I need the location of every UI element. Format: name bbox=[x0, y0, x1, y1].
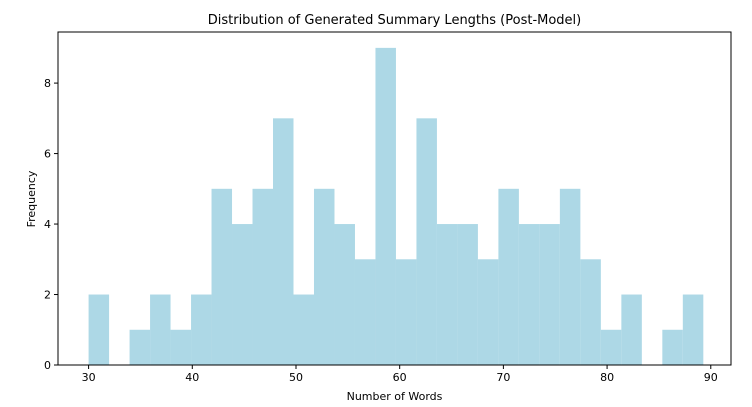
histogram-bar bbox=[334, 224, 355, 365]
x-axis-ticks: 30 40 50 60 70 80 90 bbox=[82, 365, 718, 384]
histogram-bar bbox=[273, 118, 294, 365]
y-tick-label: 8 bbox=[44, 77, 51, 90]
bars-group bbox=[88, 47, 704, 365]
histogram-bar bbox=[354, 259, 376, 365]
histogram-bar bbox=[150, 294, 171, 365]
y-tick-label: 0 bbox=[44, 359, 51, 372]
histogram-bar bbox=[457, 224, 478, 365]
histogram-bar bbox=[416, 118, 437, 365]
histogram-bar bbox=[539, 224, 560, 365]
histogram-bar bbox=[232, 224, 253, 365]
histogram-bar bbox=[621, 294, 642, 365]
histogram-bar bbox=[518, 224, 540, 365]
histogram-bar bbox=[211, 188, 233, 365]
y-axis-ticks: 0 2 4 6 8 bbox=[44, 77, 58, 372]
y-tick-label: 4 bbox=[44, 218, 51, 231]
histogram-bar bbox=[375, 47, 396, 365]
y-tick-label: 6 bbox=[44, 148, 51, 161]
x-axis-label: Number of Words bbox=[347, 390, 443, 403]
histogram-bar bbox=[170, 329, 192, 365]
histogram-bar bbox=[313, 188, 335, 365]
histogram-bar bbox=[395, 259, 417, 365]
histogram-bar bbox=[252, 188, 274, 365]
y-axis-label: Frequency bbox=[25, 170, 38, 227]
x-tick-label: 50 bbox=[289, 371, 303, 384]
x-tick-label: 80 bbox=[600, 371, 614, 384]
histogram-bar bbox=[498, 188, 519, 365]
histogram-bar bbox=[662, 329, 683, 365]
y-tick-label: 2 bbox=[44, 289, 51, 302]
plot-frame bbox=[57, 31, 732, 366]
x-tick-label: 40 bbox=[185, 371, 199, 384]
histogram-bar bbox=[88, 294, 110, 365]
x-tick-label: 60 bbox=[393, 371, 407, 384]
histogram-bar bbox=[682, 294, 704, 365]
chart-title: Distribution of Generated Summary Length… bbox=[208, 13, 582, 28]
histogram-bar bbox=[580, 259, 601, 365]
x-tick-label: 30 bbox=[82, 371, 96, 384]
histogram-bar bbox=[191, 294, 212, 365]
histogram-bar bbox=[477, 259, 499, 365]
histogram-bar bbox=[129, 329, 151, 365]
x-tick-label: 90 bbox=[704, 371, 718, 384]
histogram-bar bbox=[600, 329, 622, 365]
histogram-bar bbox=[436, 224, 458, 365]
histogram-bar bbox=[293, 294, 314, 365]
histogram-bar bbox=[559, 188, 581, 365]
x-tick-label: 70 bbox=[496, 371, 510, 384]
